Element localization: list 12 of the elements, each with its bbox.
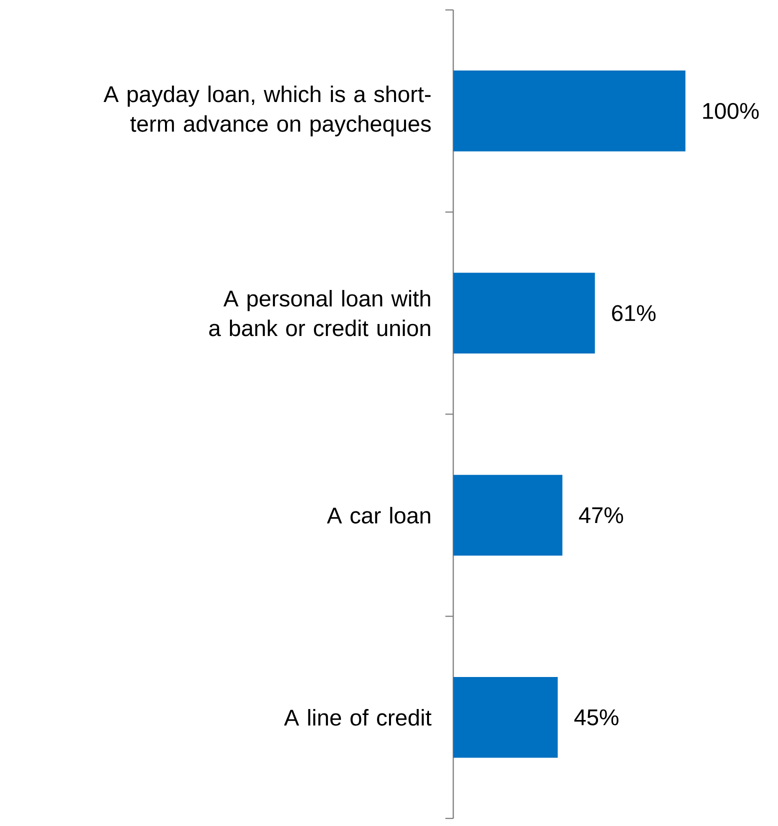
bar: [453, 474, 562, 556]
data-label: 61%: [612, 305, 656, 322]
y-tick-label: A personal loan with a bank or credit union: [209, 290, 430, 336]
data-label: 45%: [574, 709, 618, 726]
y-tick-label: A car loan: [326, 506, 430, 524]
bar: [453, 70, 686, 152]
y-tick-label: A payday loan, which is a short-term advance on paycheques: [103, 86, 431, 136]
data-label: 100%: [703, 102, 759, 120]
bar: [453, 272, 595, 354]
y-tick-label: A line of credit: [284, 709, 432, 726]
bar: [453, 676, 558, 758]
data-label: 47%: [578, 507, 623, 524]
